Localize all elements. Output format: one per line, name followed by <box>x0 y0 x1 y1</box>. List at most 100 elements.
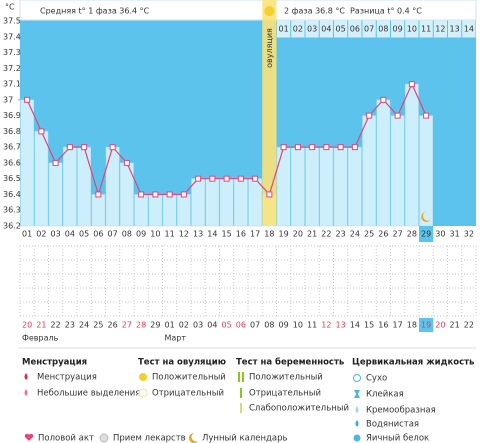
temp-bar <box>319 146 334 227</box>
x-tick-label: 04 <box>65 230 75 239</box>
temp-bar <box>419 115 433 227</box>
temp-point <box>280 144 287 151</box>
luteal-day: 11 <box>421 25 431 34</box>
icon <box>139 373 147 381</box>
legend-item: Кремообразная <box>366 406 436 416</box>
x-tick-label: 05 <box>79 230 89 239</box>
temperature-difference: Разница t° 0.4 °C <box>350 7 422 16</box>
date-label: 14 <box>350 321 360 330</box>
icon <box>240 388 242 398</box>
legend-item: Прием лекарств <box>113 434 186 443</box>
legend-title: Тест на овуляцию <box>138 358 226 368</box>
y-tick-label: 36.5 <box>3 174 21 183</box>
moon-icon <box>421 212 431 222</box>
x-tick-label: 07 <box>108 230 118 239</box>
x-tick-label: 15 <box>222 230 232 239</box>
x-tick-label: 25 <box>364 230 374 239</box>
legend-item: Лунный календарь <box>202 434 288 443</box>
temp-point <box>66 144 73 151</box>
temp-point <box>38 128 45 135</box>
ovulation-column <box>262 0 277 226</box>
y-tick-label: 37 <box>3 95 13 104</box>
luteal-cell <box>419 20 433 38</box>
temp-bar <box>63 146 77 227</box>
temp-point <box>309 144 316 151</box>
icon <box>189 433 198 443</box>
today-cell <box>419 226 434 242</box>
luteal-cell <box>334 20 348 38</box>
temp-point <box>380 96 387 103</box>
luteal-day: 06 <box>350 25 360 34</box>
temp-point <box>152 191 159 198</box>
x-tick-label: 06 <box>93 230 103 239</box>
temp-point <box>24 96 31 103</box>
icon <box>355 406 359 413</box>
icon <box>238 372 240 382</box>
x-tick-label: 08 <box>122 230 132 239</box>
legend-item: Половой акт <box>38 434 94 443</box>
temp-point <box>323 144 330 151</box>
date-label: 01 <box>165 321 175 330</box>
legend-title: Менструация <box>22 358 87 368</box>
date-label: 28 <box>136 321 146 330</box>
luteal-day: 13 <box>450 25 460 34</box>
temp-bar <box>48 162 63 227</box>
luteal-day: 10 <box>407 25 417 34</box>
luteal-day: 07 <box>364 25 374 34</box>
luteal-cell <box>433 20 447 38</box>
x-tick-label: 23 <box>336 230 346 239</box>
luteal-cell <box>391 20 405 38</box>
plot: 01 02 03 04 05 06 07 08 09 10 11 12 13 14 овуляция 37.5… <box>3 0 477 343</box>
temp-point <box>123 159 130 166</box>
temp-bar <box>376 99 391 227</box>
ovulation-label: овуляция <box>265 28 274 68</box>
x-tick-label: 19 <box>279 230 289 239</box>
date-label: 06 <box>236 321 246 330</box>
legend-item: Отрицательный <box>249 389 321 399</box>
x-tick-label: 26 <box>378 230 388 239</box>
temp-point <box>423 112 430 119</box>
y-tick-label: 36.6 <box>3 158 21 167</box>
x-tick-label: 03 <box>51 230 61 239</box>
x-tick-label: 31 <box>450 230 460 239</box>
luteal-day: 04 <box>321 25 331 34</box>
phase1-average: Средняя t° 1 фаза 36.4 °C <box>40 7 150 16</box>
date-label: 29 <box>150 321 160 330</box>
temp-point <box>109 144 116 151</box>
temp-bar <box>20 99 34 227</box>
unit: °C <box>5 3 15 12</box>
date-label: 13 <box>336 321 346 330</box>
luteal-cell <box>291 20 305 38</box>
legend-item: Яичный белок <box>366 434 429 443</box>
temp-point <box>266 191 273 198</box>
luteal-cell <box>362 20 376 38</box>
x-tick-label: 29 <box>421 230 431 239</box>
temp-bar <box>134 194 148 227</box>
temp-bar <box>348 146 362 227</box>
icon <box>24 373 28 380</box>
temp-point <box>408 81 415 88</box>
temp-point <box>237 175 244 182</box>
month-label: Март <box>165 334 187 343</box>
temp-bar <box>248 178 262 227</box>
temp-bar <box>91 194 106 227</box>
temp-bar <box>105 146 120 227</box>
temp-bar <box>191 178 205 227</box>
x-tick-label: 12 <box>179 230 189 239</box>
temp-bar <box>305 146 319 227</box>
temp-bar <box>362 115 376 227</box>
date-label: 08 <box>264 321 274 330</box>
y-tick-label: 37.2 <box>3 64 21 73</box>
date-label: 26 <box>108 321 118 330</box>
luteal-cell <box>348 20 362 38</box>
temp-bar <box>34 131 49 227</box>
x-tick-label: 14 <box>207 230 217 239</box>
date-label: 20 <box>22 321 32 330</box>
y-tick-label: 36.4 <box>3 190 21 199</box>
temp-point <box>209 175 216 182</box>
legend-item: Отрицательный <box>152 389 224 399</box>
legend-item: Водянистая <box>366 420 419 430</box>
y-tick-label: 36.7 <box>3 143 21 152</box>
x-tick-label: 01 <box>22 230 32 239</box>
temp-bar <box>405 83 419 227</box>
